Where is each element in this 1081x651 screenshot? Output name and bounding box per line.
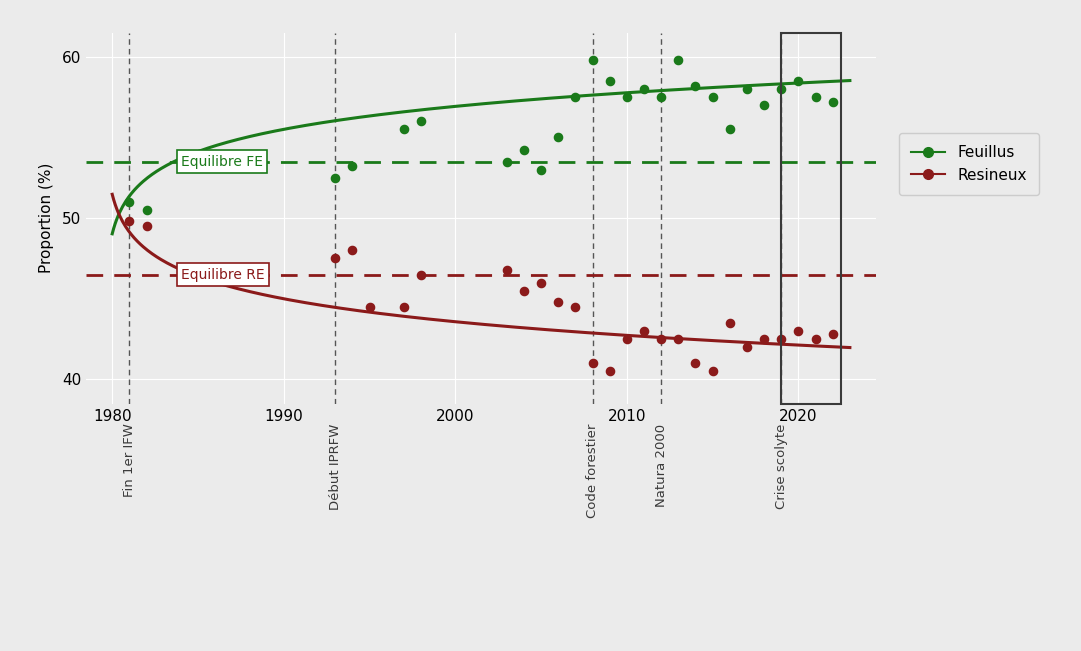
Point	[601, 76, 618, 86]
Point	[344, 245, 361, 256]
Point	[686, 81, 704, 91]
Point	[790, 326, 808, 336]
Point	[533, 165, 550, 175]
Point	[549, 132, 566, 143]
Point	[326, 253, 344, 264]
Point	[806, 334, 824, 344]
Y-axis label: Proportion (%): Proportion (%)	[39, 163, 54, 273]
Point	[138, 221, 156, 231]
Point	[412, 116, 429, 126]
Point	[773, 334, 790, 344]
Point	[396, 301, 413, 312]
Point	[618, 92, 636, 102]
Point	[756, 100, 773, 111]
Point	[498, 264, 516, 275]
Bar	[782, 33, 841, 404]
Text: Début IPRFW: Début IPRFW	[329, 423, 342, 510]
Point	[704, 366, 721, 376]
Point	[412, 270, 429, 280]
Text: Fin 1er IFW: Fin 1er IFW	[123, 423, 136, 497]
Point	[601, 366, 618, 376]
Point	[653, 334, 670, 344]
Point	[516, 145, 533, 156]
Point	[566, 301, 584, 312]
Text: Equilibre RE: Equilibre RE	[181, 268, 265, 281]
Point	[721, 318, 738, 328]
Point	[790, 76, 808, 86]
Point	[636, 84, 653, 94]
Point	[533, 277, 550, 288]
Point	[396, 124, 413, 135]
Point	[326, 173, 344, 183]
Point	[756, 334, 773, 344]
Point	[669, 334, 686, 344]
Text: Equilibre FE: Equilibre FE	[181, 155, 263, 169]
Point	[669, 55, 686, 65]
Text: Code forestier: Code forestier	[586, 423, 599, 518]
Point	[344, 161, 361, 172]
Point	[138, 205, 156, 215]
Point	[686, 358, 704, 368]
Legend: Feuillus, Resineux: Feuillus, Resineux	[899, 133, 1039, 195]
Point	[121, 216, 138, 227]
Point	[653, 92, 670, 102]
Point	[516, 286, 533, 296]
Point	[636, 326, 653, 336]
Point	[584, 55, 601, 65]
Text: Natura 2000: Natura 2000	[655, 423, 668, 506]
Point	[738, 342, 756, 352]
Point	[721, 124, 738, 135]
Point	[566, 92, 584, 102]
Point	[618, 334, 636, 344]
Point	[824, 97, 841, 107]
Point	[121, 197, 138, 207]
Point	[773, 84, 790, 94]
Text: Crise scolyte: Crise scolyte	[775, 423, 788, 509]
Point	[806, 92, 824, 102]
Point	[361, 301, 378, 312]
Point	[584, 358, 601, 368]
Point	[738, 84, 756, 94]
Point	[549, 297, 566, 307]
Point	[704, 92, 721, 102]
Point	[498, 156, 516, 167]
Point	[824, 329, 841, 339]
